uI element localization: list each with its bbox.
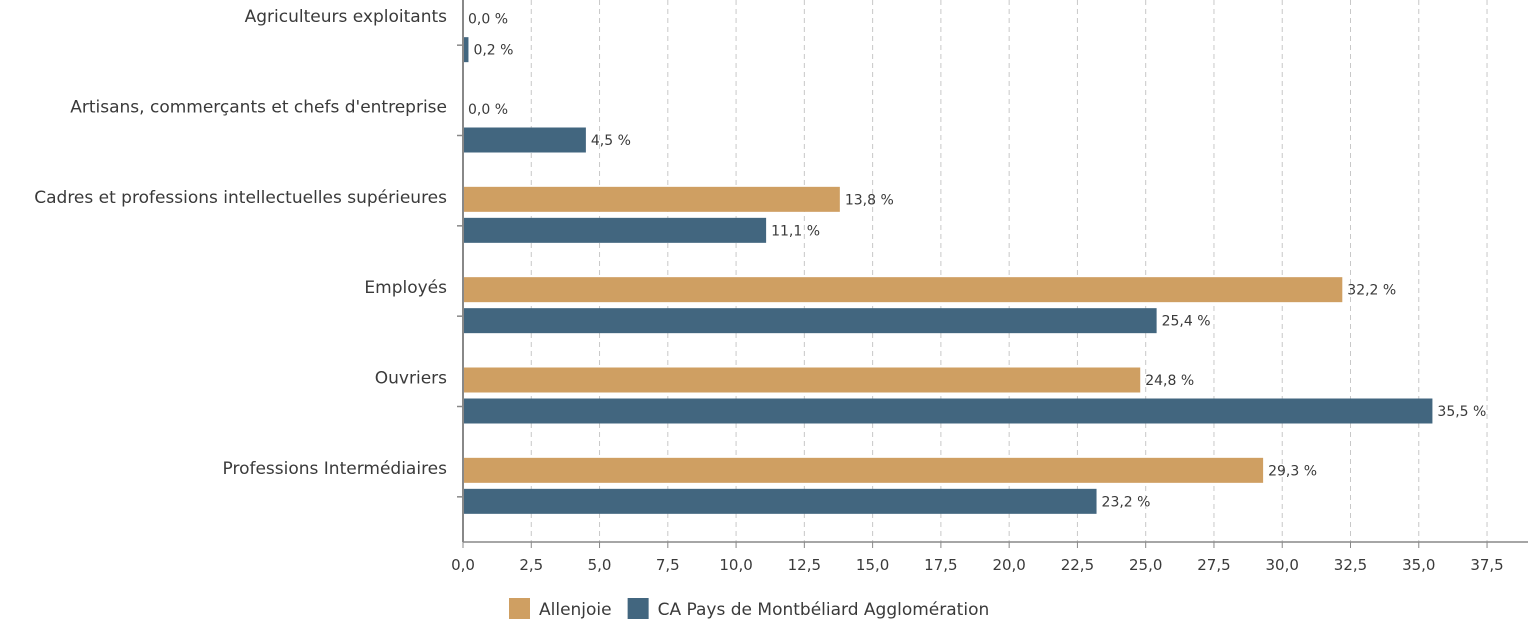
bars [463,37,1433,514]
x-tick-label: 0,0 [451,556,475,574]
data-label: 24,8 % [1145,373,1194,389]
bar [463,367,1141,393]
x-tick-label: 30,0 [1266,556,1299,574]
bar [463,127,586,153]
legend-label: Allenjoie [539,600,612,620]
category-label: Ouvriers [375,369,447,389]
data-label: 11,1 % [771,223,820,239]
category-label: Agriculteurs exploitants [245,7,448,27]
bar [463,186,840,212]
bar [463,37,469,63]
data-label: 0,0 % [468,12,508,28]
data-label: 25,4 % [1162,314,1211,330]
x-tick-label: 7,5 [656,556,680,574]
bar [463,277,1343,303]
legend-label: CA Pays de Montbéliard Agglomération [658,600,990,620]
legend-swatch [509,598,530,619]
axes [457,0,1528,548]
x-tick-label: 10,0 [719,556,752,574]
grid-lines [530,0,1488,542]
bar [463,217,767,243]
legend: Allenjoie CA Pays de Montbéliard Agglomér… [509,598,989,620]
data-label: 23,2 % [1102,494,1151,510]
x-tick-label: 20,0 [992,556,1025,574]
x-tick-label: 35,0 [1402,556,1435,574]
data-label: 13,8 % [845,192,894,208]
category-label: Professions Intermédiaires [223,459,448,479]
x-tick-label: 37,5 [1470,556,1503,574]
labels: 0,0 2,5 5,0 7,5 10,0 12,5 15,0 17,5 20,0 22,5 25,0… [34,7,1504,574]
data-label: 0,0 % [468,102,508,118]
bar [463,398,1433,424]
data-label: 0,2 % [473,43,513,59]
data-label: 29,3 % [1268,463,1317,479]
legend-swatch [627,598,649,619]
x-tick-label: 12,5 [788,556,821,574]
x-tick-label: 25,0 [1129,556,1162,574]
x-tick-label: 27,5 [1197,556,1230,574]
data-label: 4,5 % [591,133,631,149]
x-tick-label: 17,5 [924,556,957,574]
category-label: Artisans, commerçants et chefs d'entrepr… [70,98,447,118]
x-tick-label: 15,0 [856,556,889,574]
category-label: Employés [364,278,447,298]
bar [463,457,1264,483]
x-tick-label: 32,5 [1334,556,1367,574]
bar [463,308,1157,334]
data-label: 35,5 % [1437,404,1486,420]
x-tick-label: 5,0 [588,556,612,574]
x-tick-label: 2,5 [519,556,543,574]
data-label: 32,2 % [1347,283,1396,299]
x-tick-label: 22,5 [1061,556,1094,574]
category-label: Cadres et professions intellectuelles su… [34,188,447,208]
bar [463,488,1097,514]
